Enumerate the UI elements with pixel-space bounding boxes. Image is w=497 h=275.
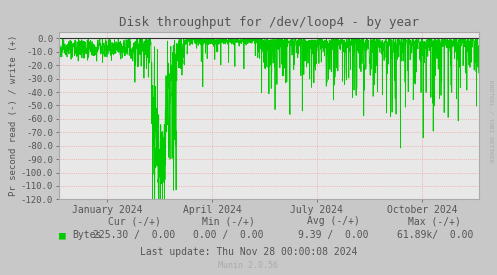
Text: Max (-/+): Max (-/+)	[409, 216, 461, 226]
Text: Cur (-/+): Cur (-/+)	[108, 216, 161, 226]
Text: Min (-/+): Min (-/+)	[202, 216, 255, 226]
Text: Munin 2.0.56: Munin 2.0.56	[219, 261, 278, 270]
Text: Avg (-/+): Avg (-/+)	[307, 216, 359, 226]
Text: Last update: Thu Nov 28 00:00:08 2024: Last update: Thu Nov 28 00:00:08 2024	[140, 247, 357, 257]
Text: 9.39 /  0.00: 9.39 / 0.00	[298, 230, 368, 240]
Text: 225.30 /  0.00: 225.30 / 0.00	[93, 230, 175, 240]
Text: ■: ■	[59, 230, 66, 240]
Text: Bytes: Bytes	[72, 230, 101, 240]
Y-axis label: Pr second read (-) / write (+): Pr second read (-) / write (+)	[9, 35, 18, 196]
Text: 61.89k/  0.00: 61.89k/ 0.00	[397, 230, 473, 240]
Title: Disk throughput for /dev/loop4 - by year: Disk throughput for /dev/loop4 - by year	[119, 16, 418, 29]
Text: 0.00 /  0.00: 0.00 / 0.00	[193, 230, 264, 240]
Text: RRDTOOL / TOBI OETIKER: RRDTOOL / TOBI OETIKER	[489, 80, 494, 162]
